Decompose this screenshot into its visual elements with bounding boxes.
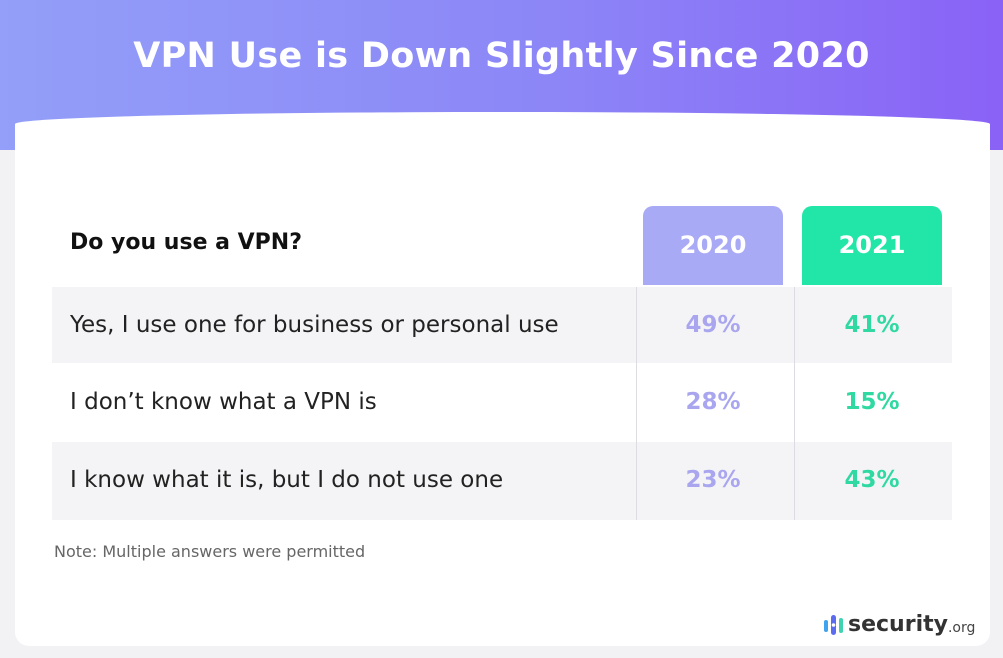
- value-2021: 43%: [844, 467, 900, 493]
- row-label: I don’t know what a VPN is: [70, 389, 377, 415]
- row-label: I know what it is, but I do not use one: [70, 467, 504, 493]
- value-2021: 15%: [844, 389, 900, 415]
- logo-text: security: [848, 612, 948, 637]
- question-header: Do you use a VPN?: [70, 230, 302, 255]
- column-header-2021: 2021: [802, 206, 942, 285]
- table-row: Yes, I use one for business or personal …: [52, 287, 952, 363]
- security-org-logo: security .org: [822, 612, 975, 637]
- table-card: [15, 112, 990, 646]
- value-2021: 41%: [844, 312, 900, 338]
- value-2020: 23%: [685, 467, 741, 493]
- table-row: I don’t know what a VPN is 28% 15%: [52, 364, 952, 440]
- footnote: Note: Multiple answers were permitted: [54, 542, 366, 561]
- chart-title: VPN Use is Down Slightly Since 2020: [133, 36, 870, 76]
- row-label: Yes, I use one for business or personal …: [70, 312, 559, 338]
- column-divider: [636, 287, 637, 520]
- value-2020: 49%: [685, 312, 741, 338]
- column-divider: [794, 287, 795, 520]
- table-row: I know what it is, but I do not use one …: [52, 442, 952, 520]
- logo-suffix: .org: [947, 619, 976, 636]
- column-header-2020: 2020: [643, 206, 783, 285]
- value-2020: 28%: [685, 389, 741, 415]
- logo-bars-icon: [824, 614, 843, 635]
